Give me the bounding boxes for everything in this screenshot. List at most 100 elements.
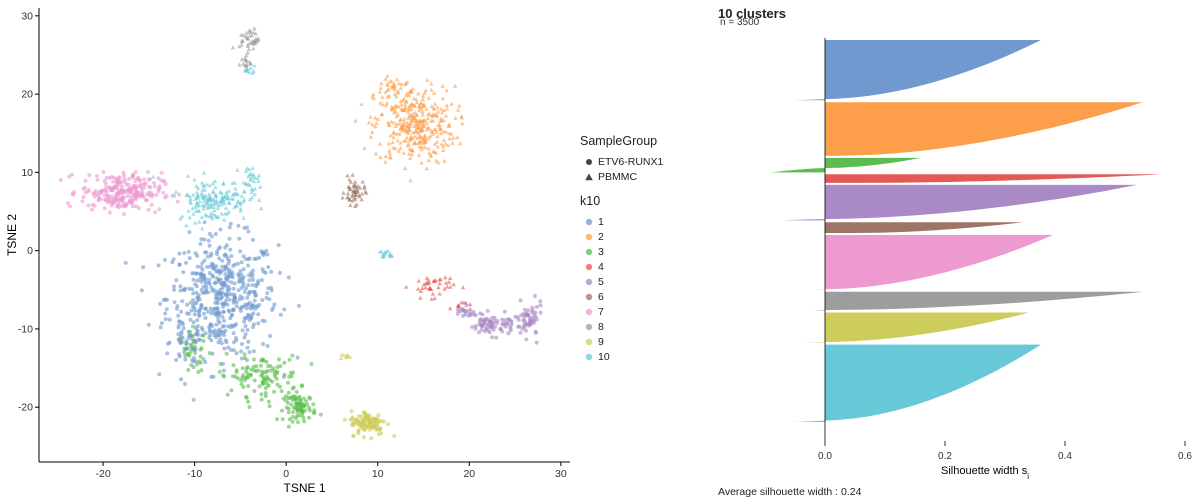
data-point xyxy=(388,133,393,138)
data-point xyxy=(251,357,256,362)
data-point xyxy=(251,278,256,282)
data-point xyxy=(209,285,214,290)
data-point xyxy=(259,397,264,402)
legend-color-label: 9 xyxy=(598,335,604,348)
data-point xyxy=(467,310,472,315)
data-point xyxy=(386,120,391,125)
data-point xyxy=(291,405,296,410)
data-point xyxy=(361,435,366,440)
legend-color-item: 2 xyxy=(580,229,663,244)
data-point xyxy=(228,221,233,226)
data-point xyxy=(190,206,195,211)
data-point xyxy=(364,414,369,419)
data-point xyxy=(307,415,311,420)
data-point xyxy=(213,280,218,285)
data-point xyxy=(402,122,407,127)
data-point xyxy=(114,196,119,201)
y-tick-label: 30 xyxy=(21,10,33,22)
data-point xyxy=(412,141,418,146)
data-point xyxy=(259,278,264,283)
data-point xyxy=(404,129,409,134)
data-point xyxy=(479,323,484,328)
data-point xyxy=(411,96,417,101)
data-point xyxy=(386,122,391,127)
data-point xyxy=(244,286,248,291)
data-point xyxy=(286,396,291,400)
data-point xyxy=(428,153,434,158)
legend-color-label: 5 xyxy=(598,275,604,288)
data-point xyxy=(341,352,347,357)
data-point xyxy=(401,97,406,102)
data-point xyxy=(159,178,164,183)
data-point xyxy=(195,264,200,269)
data-point xyxy=(201,170,207,175)
data-point xyxy=(391,135,396,140)
data-point xyxy=(406,131,411,135)
data-point xyxy=(199,237,204,242)
data-point xyxy=(129,186,134,191)
data-point xyxy=(223,264,228,269)
data-point xyxy=(460,285,466,290)
data-point xyxy=(207,231,212,236)
data-point xyxy=(146,322,151,327)
data-point xyxy=(151,174,156,179)
data-point xyxy=(227,309,232,314)
data-point xyxy=(243,169,249,173)
data-point xyxy=(420,93,426,98)
data-point xyxy=(207,329,212,334)
data-point xyxy=(139,288,144,293)
data-point xyxy=(418,295,423,300)
data-point xyxy=(251,304,256,308)
data-point xyxy=(239,32,244,37)
data-point xyxy=(234,203,239,208)
data-point xyxy=(437,281,442,286)
silhouette-bar xyxy=(783,184,1137,221)
data-point xyxy=(460,307,465,312)
data-point xyxy=(353,183,358,188)
data-point xyxy=(138,178,142,183)
data-point xyxy=(190,287,195,292)
data-point xyxy=(386,422,390,427)
data-point xyxy=(385,73,390,78)
data-point xyxy=(197,309,202,314)
data-point xyxy=(250,283,255,288)
data-point xyxy=(407,89,412,94)
data-point xyxy=(164,307,169,312)
data-point xyxy=(427,111,432,116)
data-point xyxy=(518,330,523,335)
data-point xyxy=(467,302,473,307)
data-point xyxy=(484,316,489,321)
data-point xyxy=(222,374,227,379)
data-point xyxy=(196,332,200,337)
data-point xyxy=(383,103,389,107)
data-point xyxy=(435,113,440,118)
data-point xyxy=(177,262,182,267)
data-point xyxy=(186,208,191,213)
data-point xyxy=(393,103,399,108)
data-point xyxy=(243,57,248,62)
data-point xyxy=(90,202,95,207)
data-point xyxy=(224,243,229,248)
data-point xyxy=(239,193,244,198)
data-point xyxy=(123,202,128,207)
data-point xyxy=(506,331,511,336)
data-point xyxy=(230,196,236,201)
data-point xyxy=(187,230,192,235)
data-point xyxy=(249,367,254,372)
data-point xyxy=(234,300,239,305)
data-point xyxy=(232,180,238,185)
data-point xyxy=(231,300,236,305)
data-point xyxy=(423,139,428,144)
data-point xyxy=(534,340,539,345)
data-point xyxy=(222,346,227,351)
data-point xyxy=(368,134,374,139)
data-point xyxy=(178,216,183,221)
data-point xyxy=(251,322,256,327)
data-point xyxy=(498,326,503,331)
data-point xyxy=(348,186,353,191)
data-point xyxy=(522,307,527,312)
data-point xyxy=(416,153,422,157)
data-point xyxy=(210,273,215,278)
triangle-icon xyxy=(580,171,598,183)
data-point xyxy=(236,261,241,266)
